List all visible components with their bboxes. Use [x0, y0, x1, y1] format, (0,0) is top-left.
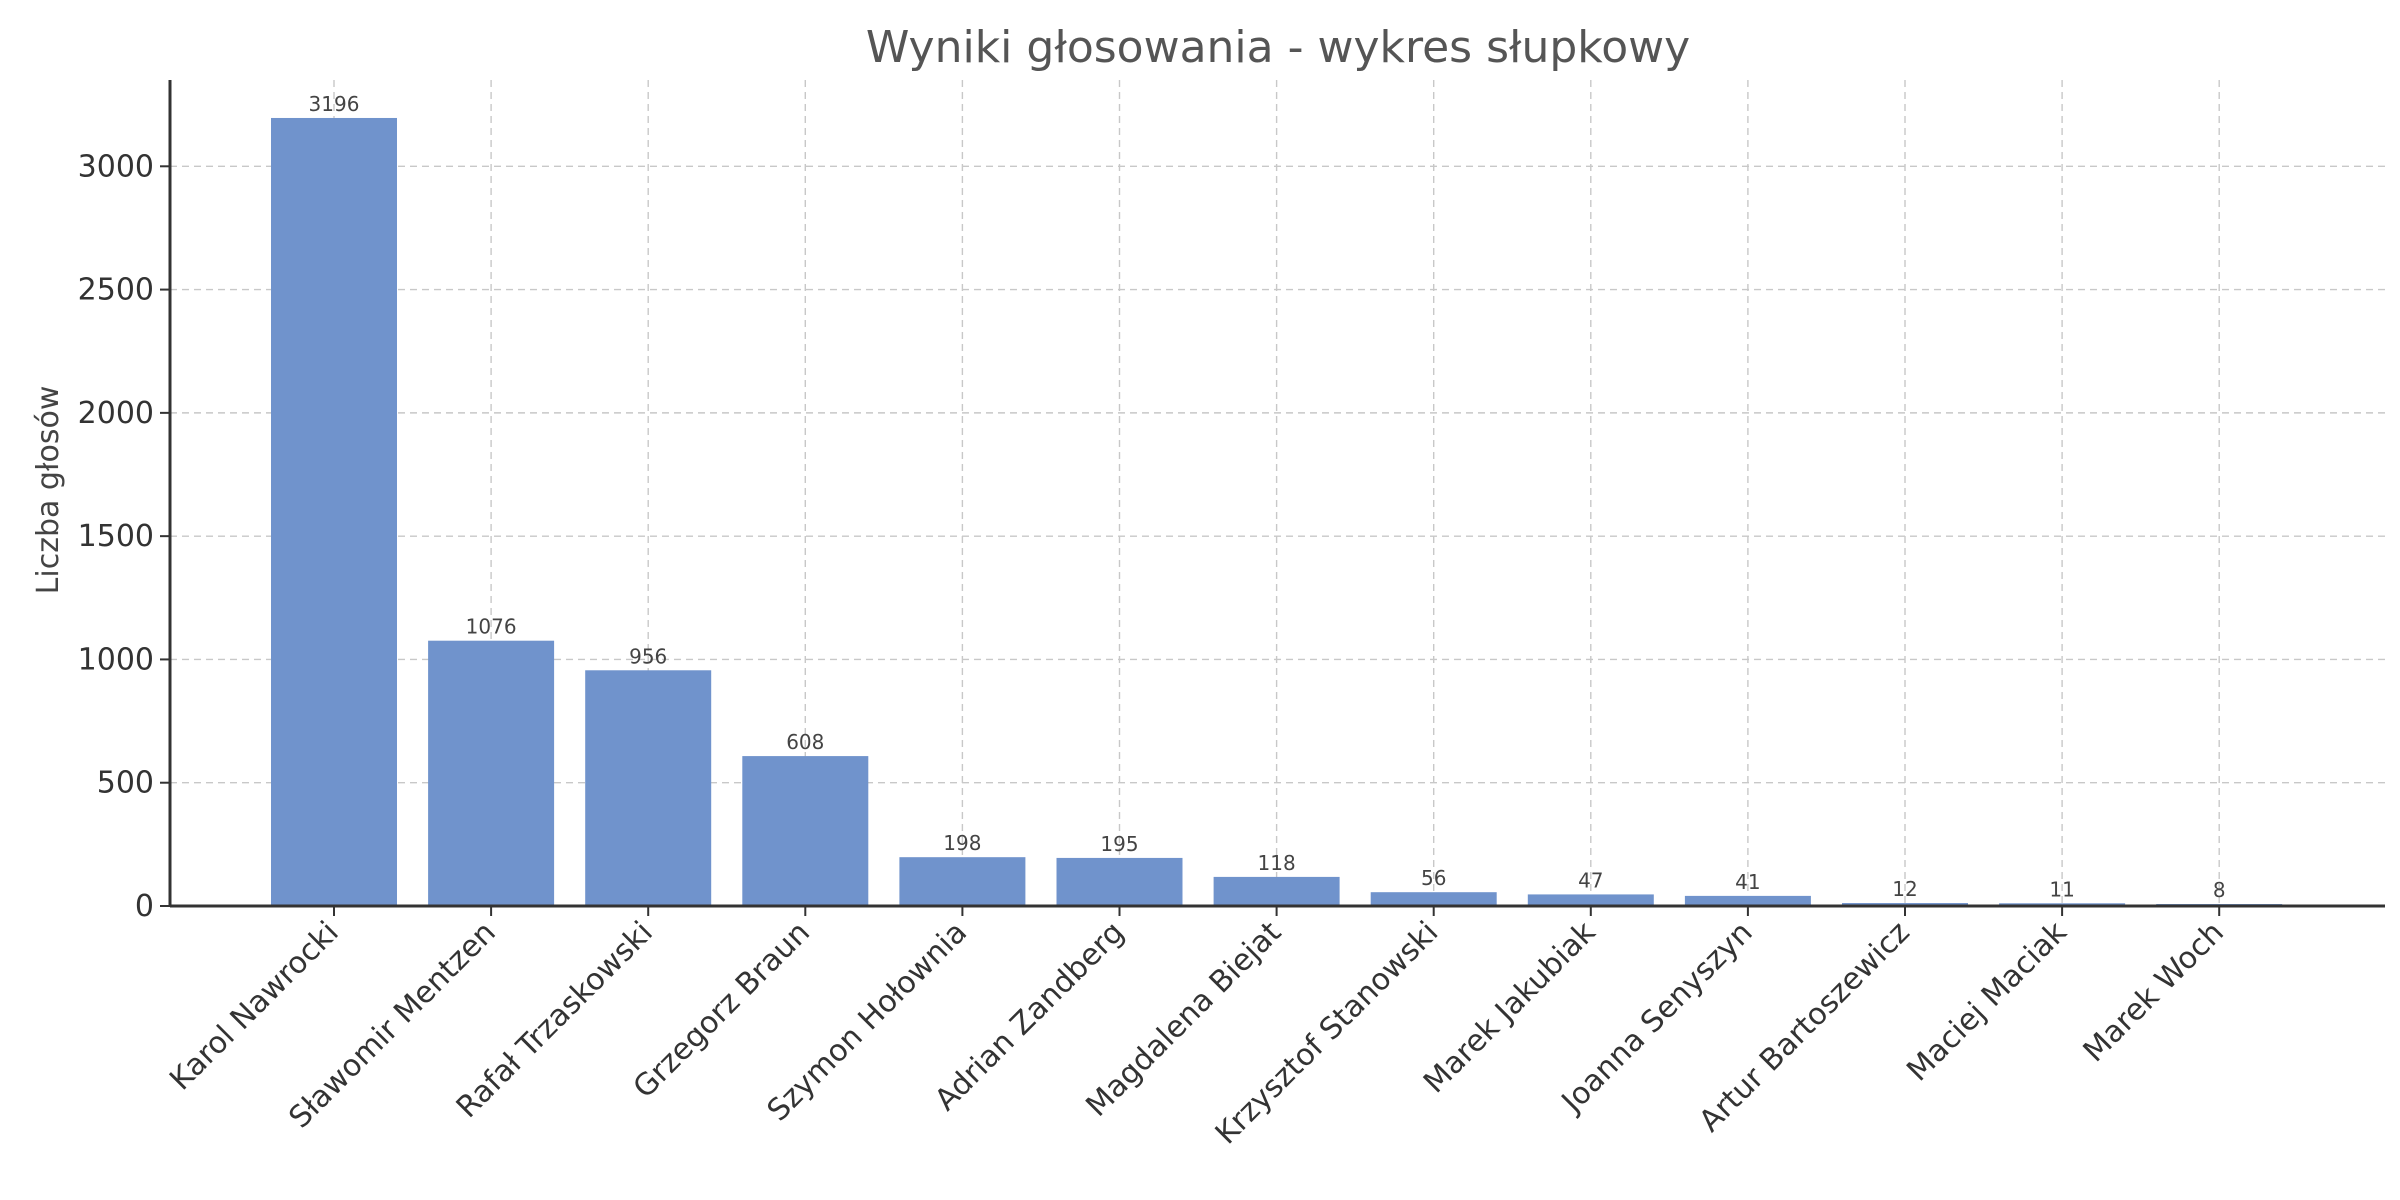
- x-tick-label: Marek Jakubiak: [1417, 914, 1603, 1100]
- bar-value-label: 195: [1100, 832, 1138, 856]
- y-tick-label: 500: [97, 766, 154, 801]
- chart-title: Wyniki głosowania - wykres słupkowy: [866, 22, 1690, 73]
- bar-value-label: 118: [1258, 851, 1296, 875]
- bar: [1213, 876, 1340, 906]
- bar-value-label: 56: [1421, 866, 1446, 890]
- bar: [271, 117, 397, 907]
- bar-value-label: 1076: [466, 615, 517, 639]
- y-tick-labels: 0 500 1000 1500 2000 2500 3000: [78, 149, 154, 924]
- bar-value-label: 198: [943, 831, 981, 855]
- x-tick-label: Maciej Maciak: [1900, 914, 2074, 1088]
- bar-value-label: 956: [629, 644, 667, 668]
- y-tick-label: 1000: [78, 642, 154, 677]
- bar-value-label: 12: [1892, 877, 1917, 901]
- axes-layer: [160, 80, 2385, 916]
- x-tick-label: Marek Woch: [2077, 915, 2231, 1069]
- bar: [1370, 892, 1497, 906]
- y-tick-label: 3000: [78, 149, 154, 184]
- bar-value-label: 11: [2049, 877, 2074, 901]
- y-tick-label: 0: [135, 889, 154, 924]
- bar-value-label: 47: [1578, 868, 1603, 892]
- y-axis-label: Liczba głosów: [31, 386, 66, 595]
- bar-value-label: 3196: [309, 92, 360, 116]
- y-tick-label: 1500: [78, 519, 154, 554]
- bar: [742, 756, 869, 906]
- bar: [1684, 895, 1811, 906]
- y-tick-label: 2500: [78, 273, 154, 308]
- bar-value-label: 608: [786, 730, 824, 754]
- bar: [1527, 894, 1654, 906]
- bar: [428, 640, 555, 906]
- y-tick-label: 2000: [78, 396, 154, 431]
- bar-value-label: 41: [1735, 870, 1760, 894]
- bar: [1056, 857, 1183, 906]
- x-tick-label: Karol Nawrocki: [163, 915, 345, 1097]
- bar: [585, 670, 712, 906]
- bar-value-label: 8: [2213, 878, 2226, 902]
- bar: [899, 857, 1026, 906]
- grid-layer: [170, 80, 2385, 906]
